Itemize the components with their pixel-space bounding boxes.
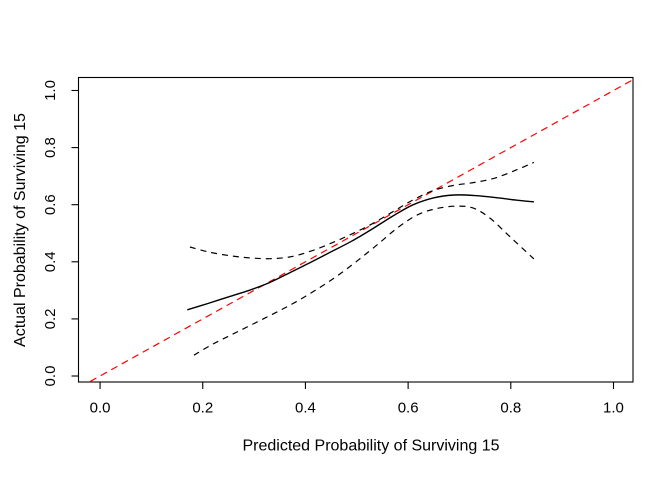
x-tick-label: 0.6 (398, 400, 419, 417)
x-axis-ticks: 0.0 0.2 0.4 0.6 0.8 1.0 (90, 382, 624, 417)
x-tick-label: 1.0 (603, 400, 624, 417)
x-axis-label: Predicted Probability of Surviving 15 (242, 438, 499, 455)
x-tick-label: 0.2 (192, 400, 213, 417)
lower-confidence-band (193, 205, 535, 356)
x-tick-label: 0.8 (500, 400, 521, 417)
y-tick-label: 0.8 (42, 137, 59, 158)
plot-series (88, 78, 633, 382)
y-axis-ticks: 0.0 0.2 0.4 0.6 0.8 1.0 (42, 80, 79, 386)
y-tick-label: 0.6 (42, 194, 59, 215)
calibration-curve (187, 194, 534, 311)
y-tick-label: 1.0 (42, 80, 59, 101)
y-tick-label: 0.0 (42, 366, 59, 387)
y-axis-label: Actual Probability of Surviving 15 (12, 113, 29, 347)
x-tick-label: 0.0 (90, 400, 111, 417)
ideal-line (88, 78, 633, 382)
y-tick-label: 0.4 (42, 251, 59, 272)
plot-border (77, 76, 634, 383)
x-tick-label: 0.4 (295, 400, 316, 417)
y-tick-label: 0.2 (42, 308, 59, 329)
upper-confidence-band (189, 161, 535, 260)
